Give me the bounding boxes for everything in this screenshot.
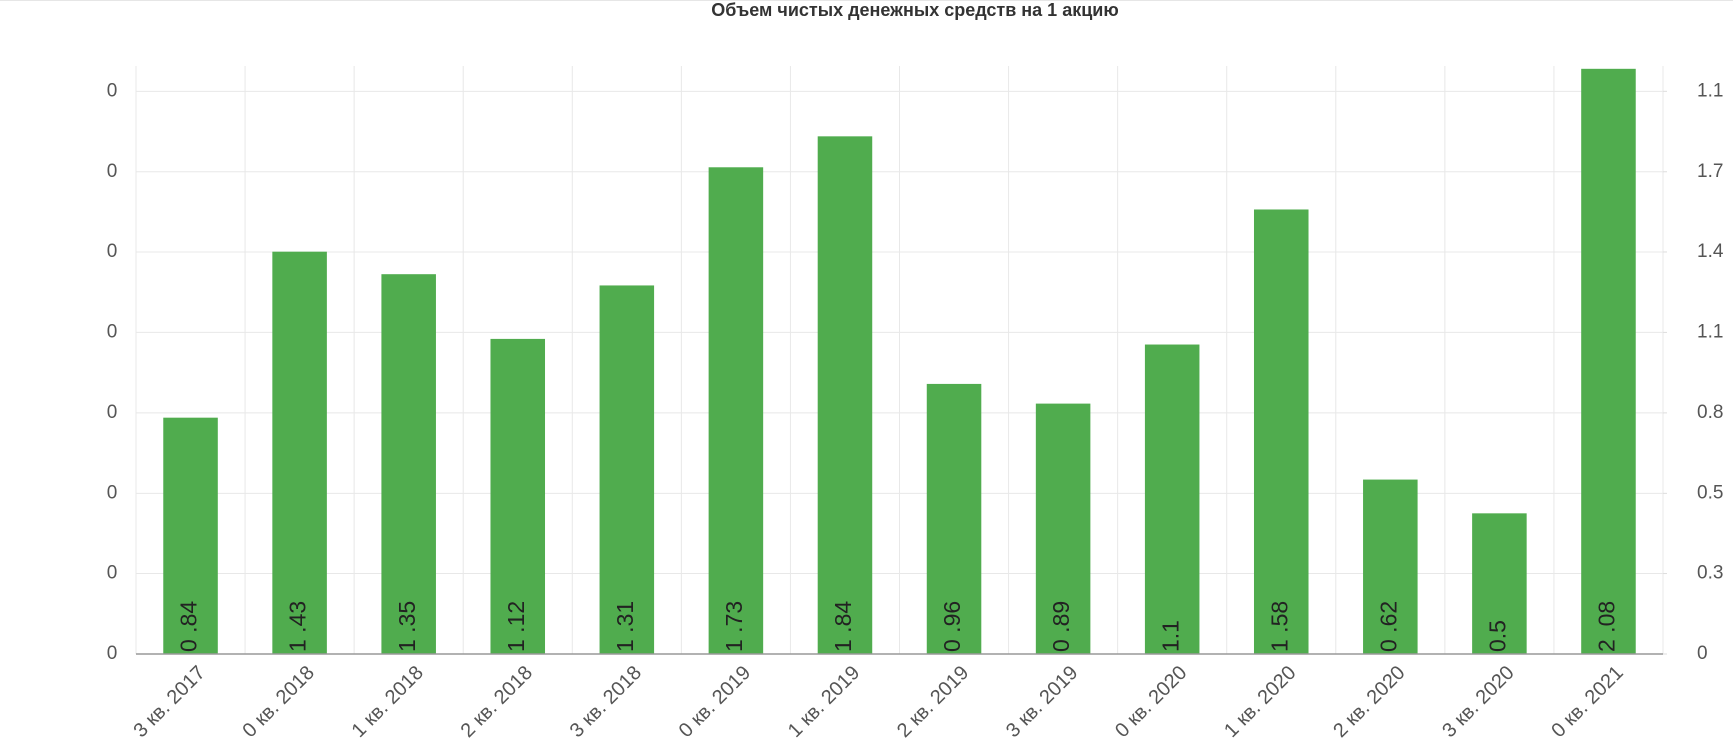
bar — [1363, 479, 1418, 654]
bar — [1035, 403, 1091, 654]
bar — [490, 338, 546, 654]
y2-tick-label: 0 — [1697, 643, 1708, 664]
bar — [381, 274, 436, 654]
x-tick-label: 0 кв. 2021 — [1547, 662, 1627, 742]
y-tick-label: 0 — [107, 643, 118, 664]
value-label: 0 .84 — [176, 601, 202, 652]
bar — [599, 285, 655, 654]
value-label: 1 .31 — [612, 601, 638, 652]
bar — [1253, 209, 1309, 654]
bar — [1144, 344, 1200, 654]
value-label: 1.1 — [1157, 620, 1183, 652]
x-tick-label: 3 кв. 2017 — [129, 662, 209, 742]
y-tick-label: 0 — [107, 161, 118, 182]
bar — [708, 167, 764, 655]
bar — [817, 136, 873, 654]
y2-tick-label: 1.4 — [1697, 241, 1724, 262]
y-tick-label: 0 — [107, 402, 118, 423]
y2-tick-label: 0.8 — [1697, 402, 1723, 423]
value-label: 0 .89 — [1048, 601, 1074, 652]
y-tick-label: 0 — [107, 563, 118, 584]
bar — [1581, 68, 1636, 654]
x-tick-label: 3 кв. 2019 — [1002, 662, 1082, 742]
x-tick-label: 0 кв. 2020 — [1111, 662, 1191, 742]
y2-tick-label: 1.7 — [1697, 161, 1723, 182]
y-tick-label: 0 — [107, 321, 118, 342]
value-label: 1 .58 — [1266, 601, 1292, 652]
y2-tick-label: 1.1 — [1697, 321, 1723, 342]
y-tick-label: 0 — [107, 80, 118, 101]
value-label: 0 .96 — [939, 601, 965, 652]
x-tick-label: 3 кв. 2018 — [566, 662, 646, 742]
bar — [272, 251, 327, 654]
y-tick-label: 0 — [107, 241, 118, 262]
value-label: 2 .08 — [1594, 601, 1620, 652]
bar — [1472, 513, 1527, 654]
value-label: 1 .12 — [503, 601, 529, 652]
value-label: 1 .43 — [285, 601, 311, 652]
value-label: 1 .35 — [394, 601, 420, 652]
chart-title: Объем чистых денежных средств на 1 акцию — [711, 0, 1118, 20]
y2-tick-label: 1.1 — [1697, 80, 1723, 101]
x-tick-label: 2 кв. 2019 — [893, 662, 973, 742]
y2-tick-label: 0.5 — [1697, 482, 1723, 503]
bar — [163, 417, 218, 654]
y2-tick-label: 0.3 — [1697, 563, 1723, 584]
value-label: 1 .73 — [721, 601, 747, 652]
x-tick-label: 1 кв. 2020 — [1220, 662, 1300, 742]
x-tick-label: 2 кв. 2020 — [1329, 662, 1409, 742]
x-tick-label: 3 кв. 2020 — [1438, 662, 1518, 742]
value-label: 0 .62 — [1375, 601, 1401, 652]
x-tick-label: 2 кв. 2018 — [457, 662, 537, 742]
x-tick-label: 1 кв. 2018 — [348, 662, 428, 742]
value-label: 0.5 — [1484, 620, 1510, 652]
y-tick-label: 0 — [107, 482, 118, 503]
x-tick-label: 0 кв. 2018 — [238, 662, 318, 742]
bar — [926, 383, 982, 654]
value-label: 1 .84 — [830, 601, 856, 652]
x-tick-label: 0 кв. 2019 — [675, 662, 755, 742]
x-tick-label: 1 кв. 2019 — [784, 662, 864, 742]
